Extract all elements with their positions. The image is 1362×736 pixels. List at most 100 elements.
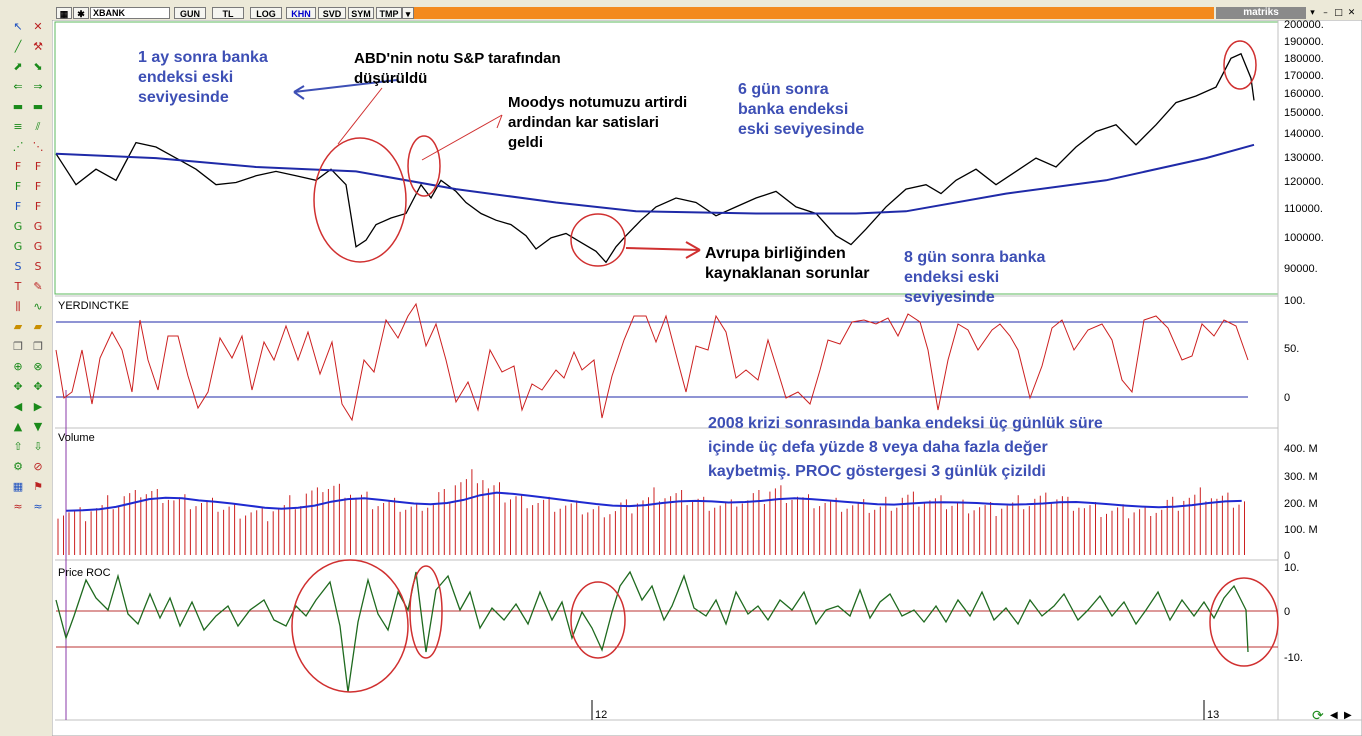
fib-time-icon[interactable]: F	[14, 180, 22, 193]
highlight-circle	[1223, 40, 1257, 90]
red-pointer-line	[337, 87, 383, 145]
button-svd[interactable]: SVD	[318, 7, 346, 19]
text-icon[interactable]: T	[14, 280, 22, 293]
price-tick: 90000.	[1284, 263, 1318, 275]
symbol-input[interactable]: XBANK	[90, 7, 170, 19]
cursor-icon[interactable]: ↖	[13, 20, 23, 33]
annotation-arrows	[291, 40, 1279, 693]
close-icon[interactable]: ✕	[1347, 8, 1356, 18]
settings-icon[interactable]: ⚙	[13, 460, 23, 473]
menu-grid-icon[interactable]: ▦	[56, 7, 72, 19]
menu-pin-icon[interactable]: ✱	[73, 7, 89, 19]
fib-ret-icon[interactable]: F	[34, 200, 42, 213]
chart-area[interactable]: 200000. 190000. 180000. 170000. 160000. …	[52, 20, 1362, 736]
price-tick: 160000.	[1284, 88, 1324, 100]
pan-left-icon[interactable]: ◀	[13, 400, 23, 413]
indicator-icon[interactable]: ⊘	[33, 460, 43, 473]
volume-tick: 200. M	[1284, 498, 1318, 510]
highlight-circle	[291, 559, 409, 693]
x-tick-label: 13	[1207, 709, 1219, 721]
fib-icon[interactable]: F	[14, 160, 22, 173]
bottom-controls: ⟳ ◀ ▶	[1308, 706, 1358, 728]
pan-down-icon[interactable]: ▼	[33, 420, 43, 433]
highlight-circle	[570, 213, 626, 267]
button-log[interactable]: LOG	[250, 7, 282, 19]
price-tick: 140000.	[1284, 128, 1324, 140]
gann-fan-icon[interactable]: G	[33, 220, 43, 233]
drawing-toolbar: ↖ ✕ ╱ ⚒ ⬈ ⬊ ⇐ ⇒ ▬ ▬ ≡ ⫽ ⋰ ⋱ F F F F F F …	[0, 20, 53, 736]
left-arrow-icon[interactable]: ⇐	[13, 80, 23, 93]
trendline-icon[interactable]: ╱	[14, 40, 22, 53]
folder-open-icon[interactable]: ▰	[13, 320, 23, 333]
copy-icon[interactable]: ❐	[13, 340, 23, 353]
pattern-icon[interactable]: ⫼	[15, 300, 21, 313]
wave-icon[interactable]: ≈	[13, 500, 23, 513]
channel-icon[interactable]: ≡	[13, 120, 23, 133]
annotation-7: 2008 krizi sonrasında banka endeksi üç g…	[708, 415, 1103, 480]
scroll-right-icon[interactable]: ▶	[1344, 710, 1352, 721]
hline-alt-icon[interactable]: ▬	[32, 100, 44, 113]
scroll-left-icon[interactable]: ◀	[1330, 710, 1338, 721]
paste-icon[interactable]: ❐	[33, 340, 43, 353]
button-tl[interactable]: TL	[212, 7, 244, 19]
price-tick: 200000.	[1284, 20, 1324, 31]
speed-icon[interactable]: S	[14, 260, 22, 273]
volume-tick: 300. M	[1284, 471, 1318, 483]
volume-axis: 400. M 300. M 200. M 100. M 0	[1284, 443, 1318, 562]
cycle-icon[interactable]: ∿	[33, 300, 43, 313]
move-alt-icon[interactable]: ✥	[33, 380, 43, 393]
button-gun[interactable]: GUN	[174, 7, 206, 19]
refresh-icon[interactable]: ⟳	[1312, 708, 1324, 724]
hline-icon[interactable]: ▬	[12, 100, 24, 113]
fib-ext-icon[interactable]: F	[14, 200, 22, 213]
hammer-icon[interactable]: ⚒	[33, 40, 43, 53]
chevron-down-icon[interactable]: ▾	[1310, 8, 1315, 18]
roc-tick: -10.	[1284, 652, 1303, 664]
volume-tick: 0	[1284, 550, 1290, 562]
volume-label: Volume	[58, 432, 95, 444]
fan-red-icon[interactable]: ⋱	[32, 140, 44, 153]
speed-alt-icon[interactable]: S	[34, 260, 42, 273]
minimize-icon[interactable]: –	[1323, 8, 1328, 18]
down-arrow-icon[interactable]: ⇩	[33, 440, 43, 453]
flag-icon[interactable]: ⚑	[33, 480, 43, 493]
gann-box-icon[interactable]: G	[13, 240, 23, 253]
maximize-icon[interactable]: □	[1334, 8, 1343, 18]
pan-right-icon[interactable]: ▶	[33, 400, 43, 413]
pan-up-icon[interactable]: ▲	[13, 420, 23, 433]
red-arrow-head	[685, 241, 701, 259]
button-sym[interactable]: SYM	[348, 7, 374, 19]
price-tick: 130000.	[1284, 152, 1324, 164]
arrow-up-icon[interactable]: ⬈	[13, 60, 23, 73]
gann-grid-icon[interactable]: G	[33, 240, 43, 253]
button-khn[interactable]: KHN	[286, 7, 316, 19]
volume-average-line	[66, 491, 1242, 512]
zoom-in-icon[interactable]: ⊕	[13, 360, 23, 373]
annotation-5: Avrupa birliğinden kaynaklanan sorunlar	[705, 245, 870, 282]
fib-fan-icon[interactable]: F	[34, 180, 42, 193]
cross-icon[interactable]: ✕	[33, 20, 43, 33]
fib-arc-icon[interactable]: F	[34, 160, 42, 173]
price-axis: 200000. 190000. 180000. 170000. 160000. …	[1284, 20, 1324, 275]
button-tmp[interactable]: TMP	[376, 7, 402, 19]
up-arrow-icon[interactable]: ⇧	[13, 440, 23, 453]
move-icon[interactable]: ✥	[13, 380, 23, 393]
blue-arrow-head	[293, 85, 305, 100]
zoom-out-icon[interactable]: ⊗	[33, 360, 43, 373]
oscillator-line	[55, 302, 1249, 422]
price-tick: 100000.	[1284, 232, 1324, 244]
roc-tick: 0	[1284, 606, 1290, 618]
fan-icon[interactable]: ⋰	[12, 140, 24, 153]
highlight-circle	[409, 565, 443, 659]
right-arrow-icon[interactable]: ⇒	[33, 80, 43, 93]
roc-axis: 10. 0 -10.	[1284, 562, 1303, 664]
diag-icon[interactable]: ⫽	[35, 120, 41, 133]
arrow-down-icon[interactable]: ⬊	[33, 60, 43, 73]
pencil-icon[interactable]: ✎	[33, 280, 43, 293]
highlight-circle	[313, 137, 407, 263]
folder-save-icon[interactable]: ▰	[33, 320, 43, 333]
grid-icon[interactable]: ▦	[12, 480, 24, 493]
gann-icon[interactable]: G	[13, 220, 23, 233]
wave-alt-icon[interactable]: ≈	[33, 500, 43, 513]
dropdown-icon[interactable]: ▾	[402, 7, 414, 19]
